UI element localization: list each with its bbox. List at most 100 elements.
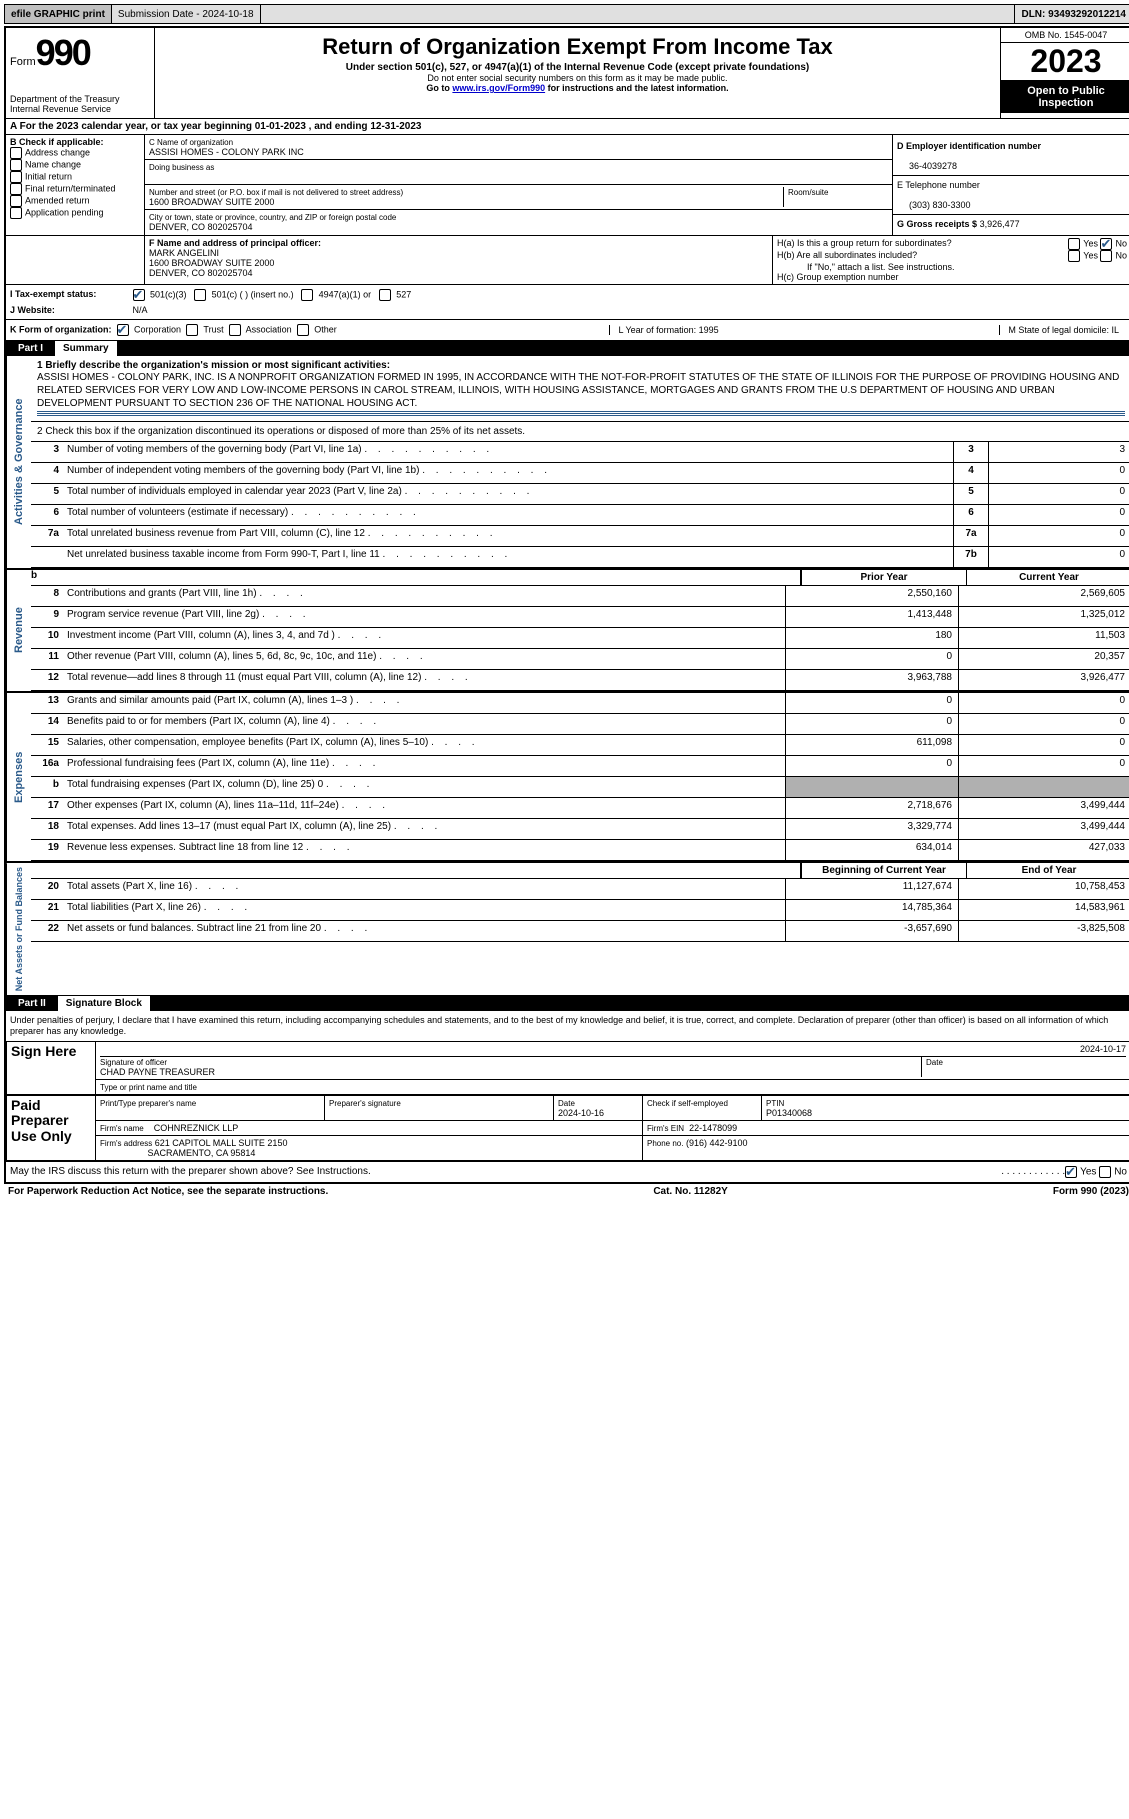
ha-label: H(a) Is this a group return for subordin… — [777, 238, 997, 250]
summary-line: 5 Total number of individuals employed i… — [31, 484, 1129, 505]
cb-corp[interactable] — [117, 324, 129, 336]
officer-name: CHAD PAYNE TREASURER — [100, 1067, 215, 1077]
footer-cat: Cat. No. 11282Y — [653, 1186, 727, 1197]
vtab-revenue: Revenue — [6, 570, 31, 691]
checkbox-final-return[interactable] — [10, 183, 22, 195]
col-b: B Check if applicable: Address change Na… — [6, 135, 145, 235]
financial-line: 22 Net assets or fund balances. Subtract… — [31, 921, 1129, 942]
cb-501c3[interactable] — [133, 289, 145, 301]
hb-no[interactable] — [1100, 250, 1112, 262]
calendar-year-row: A For the 2023 calendar year, or tax yea… — [6, 119, 1129, 135]
tax-year: 2023 — [1001, 43, 1129, 81]
financial-line: 9 Program service revenue (Part VIII, li… — [31, 607, 1129, 628]
firm-ein: 22-1478099 — [689, 1123, 737, 1133]
form-header: Form990 Department of the Treasury Inter… — [6, 28, 1129, 119]
summary-line: Net unrelated business taxable income fr… — [31, 547, 1129, 568]
cb-other[interactable] — [297, 324, 309, 336]
website-label: J Website: — [10, 305, 130, 315]
header-right: OMB No. 1545-0047 2023 Open to Public In… — [1000, 28, 1129, 118]
mission-text: ASSISI HOMES - COLONY PARK, INC. IS A NO… — [37, 371, 1125, 410]
part1-title: Summary — [55, 341, 117, 356]
financial-line: 21 Total liabilities (Part X, line 26) .… — [31, 900, 1129, 921]
omb-number: OMB No. 1545-0047 — [1001, 28, 1129, 43]
cb-527[interactable] — [379, 289, 391, 301]
submission-date: Submission Date - 2024-10-18 — [112, 5, 261, 23]
firm-name: COHNREZNICK LLP — [154, 1123, 239, 1133]
firm-addr1: 621 CAPITOL MALL SUITE 2150 — [155, 1138, 288, 1148]
date-label: Date — [926, 1058, 943, 1067]
checkbox-pending[interactable] — [10, 207, 22, 219]
vtab-governance: Activities & Governance — [6, 356, 31, 568]
org-name: ASSISI HOMES - COLONY PARK INC — [149, 147, 304, 157]
hb-label: H(b) Are all subordinates included? — [777, 250, 917, 262]
cb-assoc[interactable] — [229, 324, 241, 336]
website-value: N/A — [133, 305, 148, 315]
financial-line: 18 Total expenses. Add lines 13–17 (must… — [31, 819, 1129, 840]
preparer-sig-label: Preparer's signature — [329, 1099, 401, 1108]
header-center: Return of Organization Exempt From Incom… — [155, 28, 1000, 118]
row-klm: K Form of organization: Corporation Trus… — [6, 320, 1129, 341]
efile-print-button[interactable]: efile GRAPHIC print — [5, 5, 112, 23]
goto-pre: Go to — [426, 83, 452, 93]
part2-title: Signature Block — [58, 996, 150, 1011]
checkbox-name-change[interactable] — [10, 159, 22, 171]
checkbox-amended[interactable] — [10, 195, 22, 207]
part2-label: Part II — [6, 996, 58, 1011]
financial-line: b Total fundraising expenses (Part IX, c… — [31, 777, 1129, 798]
financial-line: 16a Professional fundraising fees (Part … — [31, 756, 1129, 777]
footer-left: For Paperwork Reduction Act Notice, see … — [8, 1186, 328, 1197]
self-employed-label: Check if self-employed — [647, 1099, 728, 1108]
financial-line: 12 Total revenue—add lines 8 through 11 … — [31, 670, 1129, 691]
tax-exempt-label: I Tax-exempt status: — [10, 289, 130, 299]
footer-form: Form 990 (2023) — [1053, 1186, 1129, 1197]
firm-addr2: SACRAMENTO, CA 95814 — [148, 1148, 256, 1158]
preparer-name-label: Print/Type preparer's name — [100, 1099, 196, 1108]
dln: DLN: 93493292012214 — [1014, 5, 1129, 23]
open-to-public: Open to Public Inspection — [1001, 81, 1129, 113]
gross-receipts: 3,926,477 — [980, 219, 1020, 229]
cb-501c[interactable] — [194, 289, 206, 301]
firm-phone: (916) 442-9100 — [686, 1138, 748, 1148]
ha-no[interactable] — [1100, 238, 1112, 250]
ha-yes[interactable] — [1068, 238, 1080, 250]
hc-label: H(c) Group exemption number — [777, 272, 1127, 282]
col-current-year: Current Year — [966, 570, 1129, 585]
preparer-date: 2024-10-16 — [558, 1108, 604, 1118]
city-label: City or town, state or province, country… — [149, 213, 396, 222]
ein-label: D Employer identification number — [897, 141, 1041, 151]
financial-line: 10 Investment income (Part VIII, column … — [31, 628, 1129, 649]
vtab-netassets: Net Assets or Fund Balances — [6, 863, 31, 995]
summary-line: 6 Total number of volunteers (estimate i… — [31, 505, 1129, 526]
year-formation: L Year of formation: 1995 — [609, 325, 726, 335]
hb-yes[interactable] — [1068, 250, 1080, 262]
form-title: Return of Organization Exempt From Incom… — [159, 34, 996, 60]
sig-officer-label: Signature of officer — [100, 1058, 167, 1067]
addr-label: Number and street (or P.O. box if mail i… — [149, 188, 403, 197]
ein: 36-4039278 — [897, 161, 957, 171]
mission-label: 1 Briefly describe the organization's mi… — [37, 360, 390, 371]
row-fh: F Name and address of principal officer:… — [6, 236, 1129, 285]
street-address: 1600 BROADWAY SUITE 2000 — [149, 197, 274, 207]
discuss-no[interactable] — [1099, 1166, 1111, 1178]
col-begin-year: Beginning of Current Year — [801, 863, 966, 878]
org-name-label: C Name of organization — [149, 138, 233, 147]
discuss-yes[interactable] — [1065, 1166, 1077, 1178]
financial-line: 14 Benefits paid to or for members (Part… — [31, 714, 1129, 735]
checkbox-address-change[interactable] — [10, 147, 22, 159]
col-h: H(a) Is this a group return for subordin… — [773, 236, 1129, 284]
gross-label: G Gross receipts $ — [897, 219, 977, 229]
row-ij: I Tax-exempt status: 501(c)(3) 501(c) ( … — [6, 285, 1129, 320]
hb-note: If "No," attach a list. See instructions… — [777, 262, 1127, 272]
checkbox-initial-return[interactable] — [10, 171, 22, 183]
paid-preparer-table: Paid Preparer Use Only Print/Type prepar… — [6, 1095, 1129, 1161]
form-word: Form — [10, 56, 36, 68]
sign-here-label: Sign Here — [7, 1041, 96, 1094]
form-number: 990 — [36, 32, 90, 73]
irs-link[interactable]: www.irs.gov/Form990 — [452, 83, 545, 93]
col-prior-year: Prior Year — [801, 570, 966, 585]
signature-intro: Under penalties of perjury, I declare th… — [6, 1011, 1129, 1041]
cb-4947[interactable] — [301, 289, 313, 301]
city-state-zip: DENVER, CO 802025704 — [149, 222, 253, 232]
cb-trust[interactable] — [186, 324, 198, 336]
financial-line: 13 Grants and similar amounts paid (Part… — [31, 693, 1129, 714]
